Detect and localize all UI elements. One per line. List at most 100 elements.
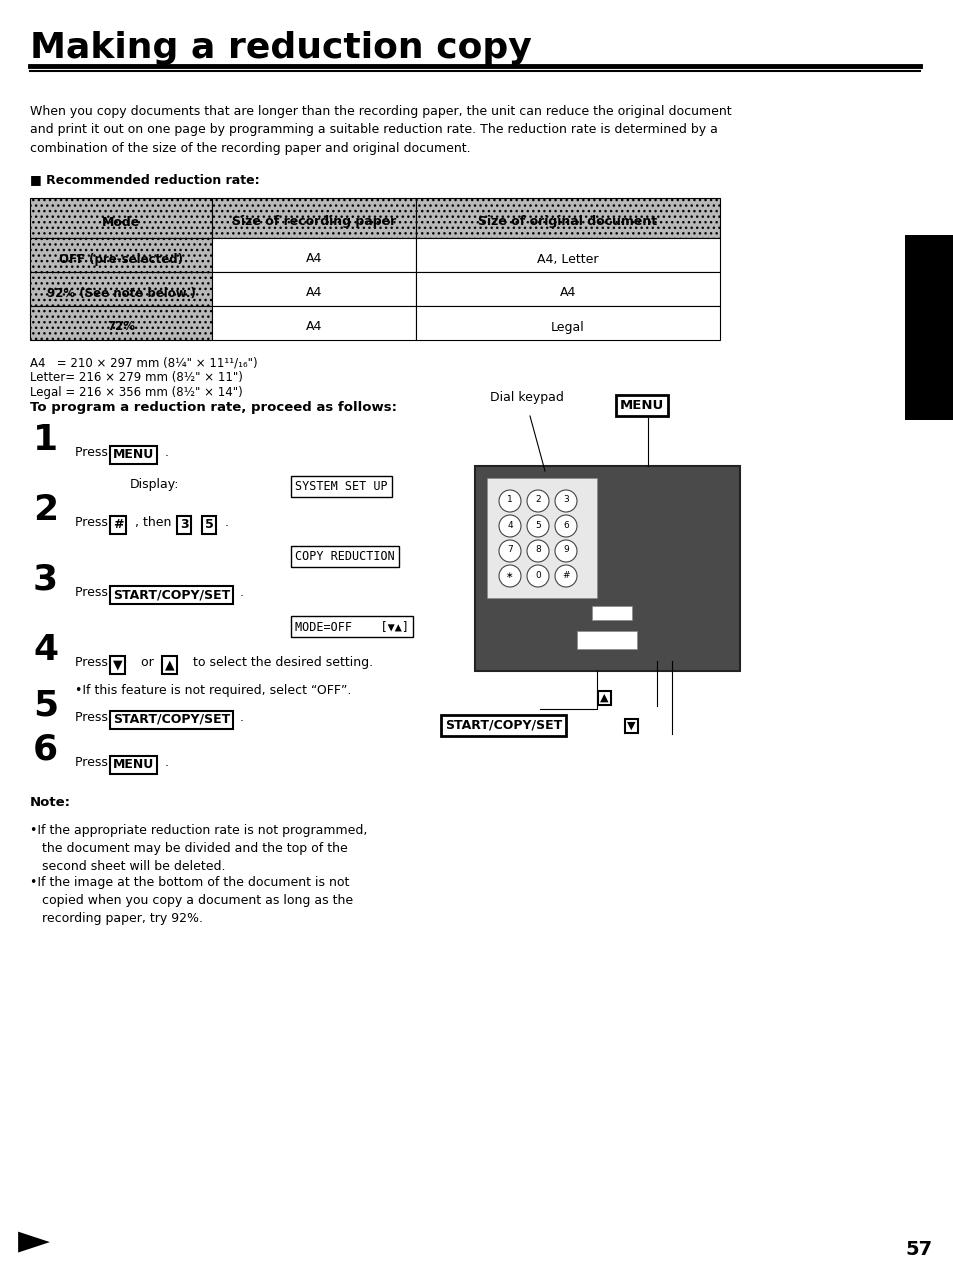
Text: 57: 57 <box>904 1240 931 1259</box>
Circle shape <box>498 490 520 512</box>
Text: 3: 3 <box>562 496 568 505</box>
Text: 3: 3 <box>33 563 58 597</box>
Text: •If this feature is not required, select “OFF”.: •If this feature is not required, select… <box>75 685 351 697</box>
Text: OFF (pre-selected): OFF (pre-selected) <box>59 253 183 265</box>
Text: Making a reduction copy: Making a reduction copy <box>30 31 531 65</box>
Circle shape <box>498 565 520 587</box>
Text: ∗: ∗ <box>506 570 514 579</box>
Text: .: . <box>165 756 169 769</box>
Text: 4: 4 <box>33 633 58 667</box>
Text: 8: 8 <box>535 546 540 555</box>
Text: 5: 5 <box>205 518 213 531</box>
Circle shape <box>555 565 577 587</box>
Circle shape <box>526 515 548 537</box>
Text: Display:: Display: <box>130 478 179 491</box>
Text: Legal = 216 × 356 mm (8½" × 14"): Legal = 216 × 356 mm (8½" × 14") <box>30 386 242 399</box>
Text: A4, Letter: A4, Letter <box>537 253 598 265</box>
Text: Press: Press <box>75 656 112 669</box>
Text: •If the image at the bottom of the document is not
   copied when you copy a doc: •If the image at the bottom of the docum… <box>30 876 353 926</box>
Circle shape <box>526 540 548 562</box>
Circle shape <box>555 515 577 537</box>
Text: 7: 7 <box>507 546 513 555</box>
Text: 1: 1 <box>507 496 513 505</box>
Text: MENU: MENU <box>112 758 154 770</box>
Text: ▲: ▲ <box>599 694 608 703</box>
Bar <box>475 465 740 670</box>
Text: 0: 0 <box>535 570 540 579</box>
Text: When you copy documents that are longer than the recording paper, the unit can r: When you copy documents that are longer … <box>30 105 731 155</box>
Text: ▼: ▼ <box>112 658 123 670</box>
Text: Press: Press <box>75 446 112 459</box>
Bar <box>416 197 720 238</box>
Text: Dial keypad: Dial keypad <box>490 391 563 404</box>
Text: 92% (See note below.): 92% (See note below.) <box>47 286 195 300</box>
Text: 6: 6 <box>562 520 568 529</box>
Text: Letter= 216 × 279 mm (8½" × 11"): Letter= 216 × 279 mm (8½" × 11") <box>30 370 243 385</box>
Text: COPY REDUCTION: COPY REDUCTION <box>294 550 395 563</box>
Bar <box>30 306 212 340</box>
Bar <box>416 238 720 272</box>
Text: Press: Press <box>75 712 112 724</box>
Text: Size of original document: Size of original document <box>478 215 657 228</box>
Bar <box>577 631 637 649</box>
Text: START/COPY/SET: START/COPY/SET <box>112 588 230 601</box>
Text: A4: A4 <box>559 286 576 300</box>
Bar <box>212 272 416 306</box>
Bar <box>592 606 631 620</box>
Bar <box>416 306 720 340</box>
Text: ▲: ▲ <box>165 658 174 670</box>
Circle shape <box>555 540 577 562</box>
Text: #: # <box>112 518 123 531</box>
Circle shape <box>526 490 548 512</box>
Bar <box>486 478 597 597</box>
Text: or: or <box>137 656 157 669</box>
Text: ►: ► <box>18 1219 50 1261</box>
Bar <box>30 238 212 272</box>
Bar <box>212 306 416 340</box>
Text: START/COPY/SET: START/COPY/SET <box>444 719 561 732</box>
Text: Press: Press <box>75 586 112 599</box>
Text: ■ Recommended reduction rate:: ■ Recommended reduction rate: <box>30 173 259 186</box>
Text: 2: 2 <box>33 494 58 527</box>
Text: 9: 9 <box>562 546 568 555</box>
Text: .: . <box>225 515 229 529</box>
Text: A4: A4 <box>306 286 322 300</box>
Circle shape <box>498 515 520 537</box>
Text: SYSTEM SET UP: SYSTEM SET UP <box>294 479 387 494</box>
Text: 5: 5 <box>33 688 58 722</box>
Text: Note:: Note: <box>30 796 71 809</box>
Text: to select the desired setting.: to select the desired setting. <box>189 656 373 669</box>
Text: 3: 3 <box>180 518 189 531</box>
Circle shape <box>498 540 520 562</box>
Text: .: . <box>240 712 244 724</box>
Text: Press: Press <box>75 756 112 769</box>
Bar <box>212 238 416 272</box>
Text: 1: 1 <box>33 423 58 456</box>
Text: To program a reduction rate, proceed as follows:: To program a reduction rate, proceed as … <box>30 401 396 414</box>
Text: MENU: MENU <box>619 399 663 412</box>
Text: 6: 6 <box>33 733 58 767</box>
Text: , then: , then <box>135 515 175 529</box>
Text: MENU: MENU <box>112 447 154 462</box>
Text: MODE=OFF    [▼▲]: MODE=OFF [▼▲] <box>294 620 409 633</box>
Text: .: . <box>165 446 169 459</box>
Text: Mode: Mode <box>102 215 140 228</box>
Bar <box>212 197 416 238</box>
Text: 5: 5 <box>535 520 540 529</box>
Bar <box>904 235 953 420</box>
Text: START/COPY/SET: START/COPY/SET <box>112 713 230 726</box>
Bar <box>416 272 720 306</box>
Text: 4: 4 <box>507 520 513 529</box>
Text: #: # <box>561 570 569 579</box>
Bar <box>30 272 212 306</box>
Bar <box>30 197 212 238</box>
Text: •If the appropriate reduction rate is not programmed,
   the document may be div: •If the appropriate reduction rate is no… <box>30 824 367 873</box>
Text: 2: 2 <box>535 496 540 505</box>
Text: A4: A4 <box>306 320 322 333</box>
Text: A4: A4 <box>306 253 322 265</box>
Text: Size of recording paper: Size of recording paper <box>232 215 395 228</box>
Text: .: . <box>240 586 244 599</box>
Text: Press: Press <box>75 515 112 529</box>
Text: A4   = 210 × 297 mm (8¼" × 11¹¹/₁₆"): A4 = 210 × 297 mm (8¼" × 11¹¹/₁₆") <box>30 356 257 369</box>
Text: Legal: Legal <box>551 320 584 333</box>
